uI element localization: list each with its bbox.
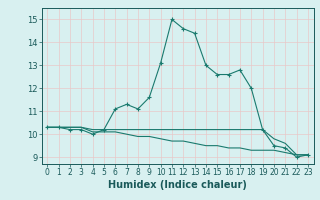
X-axis label: Humidex (Indice chaleur): Humidex (Indice chaleur)	[108, 180, 247, 190]
